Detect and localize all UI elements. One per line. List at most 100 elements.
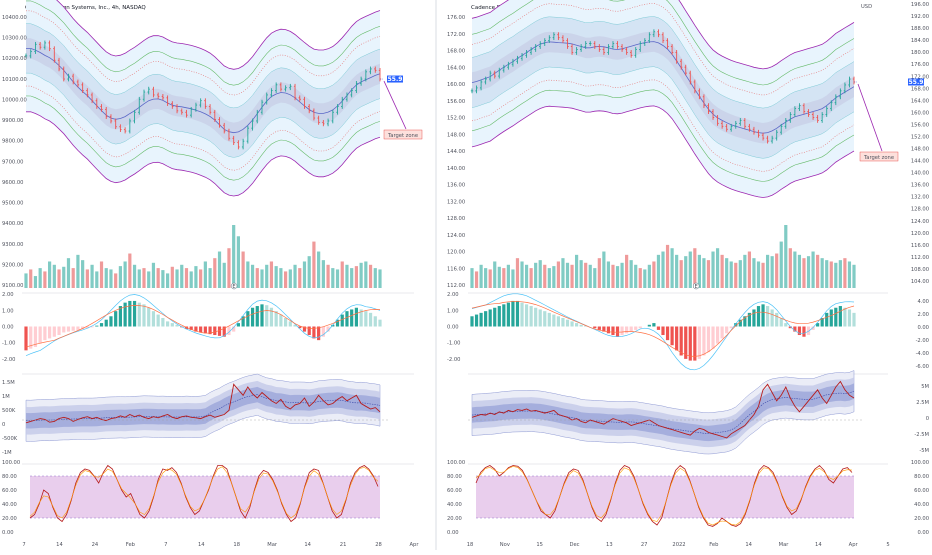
- macd-bar: [213, 326, 217, 336]
- volume-bar: [222, 262, 226, 288]
- stoch-tick-label: 40.00: [447, 502, 462, 508]
- earnings-marker-label: E: [695, 284, 698, 290]
- macd-tick-right-label: -2.00: [916, 338, 929, 344]
- y-tick-right-label: 148.00: [911, 147, 929, 153]
- x-tick-label: Feb: [126, 542, 136, 548]
- macd-bar: [811, 326, 815, 330]
- x-tick-label: 18: [467, 542, 474, 548]
- volume-bar: [284, 271, 288, 288]
- inner-band-line-dn: [25, 72, 381, 158]
- volume-bar: [675, 254, 679, 288]
- macd-bar: [788, 326, 792, 329]
- volume-bar: [246, 261, 250, 288]
- y-tick-right-label: 128.00: [911, 207, 929, 213]
- macd-bar: [593, 326, 597, 329]
- stoch-d-line: [475, 466, 853, 526]
- y-tick-right-label: 196.00: [911, 2, 929, 8]
- macd-bar: [675, 326, 679, 351]
- x-tick-label: 27: [641, 542, 648, 548]
- y-tick-right-label: 132.00: [911, 195, 929, 201]
- obv-tick-label: 0: [2, 422, 5, 428]
- volume-bar: [170, 266, 174, 288]
- macd-bar: [784, 323, 788, 327]
- volume-bar: [293, 264, 297, 288]
- obv-tick-label: -1M: [2, 450, 12, 456]
- macd-bar: [747, 312, 752, 327]
- x-tick-label: Feb: [709, 542, 719, 548]
- volume-bar: [652, 261, 656, 288]
- volume-bar: [661, 251, 665, 288]
- y-tick-right-label: 120.00: [911, 231, 929, 237]
- volume-bar: [250, 264, 255, 288]
- macd-bar: [184, 326, 189, 330]
- macd-bar: [156, 314, 160, 327]
- obv-tick-label: 1M: [2, 394, 10, 400]
- macd-bar: [638, 326, 642, 329]
- macd-bar: [199, 326, 203, 333]
- obv-basis-line: [25, 394, 381, 422]
- obv-tick-label: 1.5M: [2, 380, 15, 386]
- macd-bar: [52, 326, 56, 337]
- macd-bar: [511, 300, 515, 327]
- volume-bar: [693, 248, 697, 288]
- macd-bar: [38, 326, 42, 344]
- macd-tick-right-label: -4.00: [916, 351, 929, 357]
- macd-bar: [547, 312, 551, 327]
- volume-bar: [743, 254, 747, 288]
- macd-bar: [217, 326, 222, 336]
- macd-bar: [307, 326, 311, 336]
- macd-bar: [552, 314, 556, 327]
- x-tick-label: 7: [22, 542, 25, 548]
- y-tick-right-label: 144.00: [911, 159, 929, 165]
- volume-bar: [236, 236, 240, 288]
- stoch-tick-right-label: 80.00: [914, 474, 929, 480]
- volume-bar: [611, 264, 615, 288]
- dotted-band-line-up: [26, 10, 381, 96]
- volume-bar: [350, 268, 354, 288]
- macd-bar: [109, 316, 113, 327]
- macd-bar: [227, 326, 231, 336]
- x-tick-label: 24: [92, 542, 99, 548]
- macd-bar: [738, 319, 742, 327]
- y-tick-right-label: 140.00: [911, 171, 929, 177]
- volume-bar: [606, 261, 611, 288]
- volume-bar: [364, 261, 368, 288]
- volume-bar: [90, 264, 94, 288]
- macd-bar: [697, 326, 701, 359]
- macd-bar: [584, 325, 588, 327]
- macd-bar: [161, 317, 165, 327]
- x-tick-label: 15: [536, 542, 543, 548]
- volume-bar: [565, 262, 570, 288]
- macd-tick-label: 2.00: [447, 292, 459, 298]
- stoch-band: [476, 476, 854, 518]
- macd-tick-right-label: 4.00: [917, 299, 929, 305]
- y-tick-label: 152.00: [447, 116, 465, 122]
- volume-bar: [255, 268, 259, 288]
- chart-title: Cadence Design Systems, Inc., 4h, NASDAQ: [25, 5, 146, 11]
- y-tick-label: 9500.00: [2, 201, 23, 207]
- macd-bar: [81, 326, 85, 330]
- volume-bar: [132, 264, 137, 288]
- volume-bar: [24, 273, 28, 288]
- x-tick-label: 18: [233, 542, 240, 548]
- volume-bar: [279, 268, 283, 288]
- macd-bar: [715, 326, 720, 344]
- macd-bar: [76, 326, 80, 330]
- macd-bar: [752, 309, 756, 327]
- volume-bar: [175, 269, 179, 288]
- macd-bar: [561, 317, 565, 327]
- volume-bar: [269, 261, 274, 288]
- volume-bar: [199, 269, 203, 288]
- volume-bar: [579, 260, 583, 288]
- price-label-box: [908, 78, 924, 86]
- y-tick-label: 144.00: [447, 149, 465, 155]
- macd-bar: [368, 312, 373, 327]
- macd-bar: [479, 312, 483, 327]
- macd-bar: [288, 321, 292, 327]
- macd-bar: [670, 326, 674, 346]
- macd-bar: [706, 326, 711, 353]
- volume-bar: [643, 269, 647, 288]
- target-arrow: [857, 83, 883, 152]
- macd-bar: [269, 307, 274, 327]
- macd-bar: [123, 302, 127, 327]
